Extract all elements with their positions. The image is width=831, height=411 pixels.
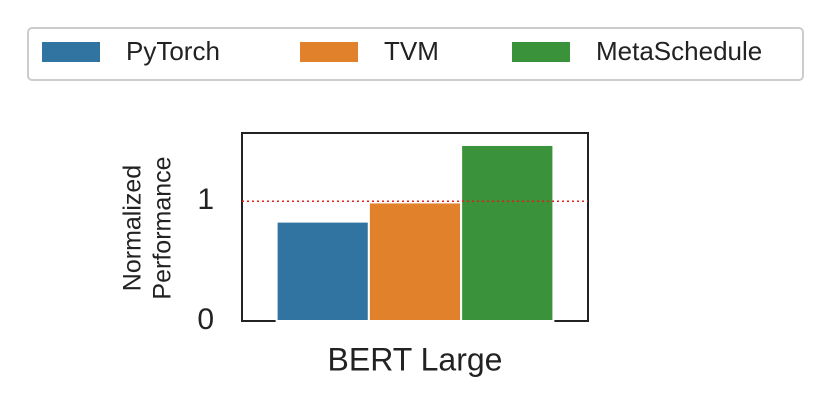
y-tick-label: 1: [197, 183, 214, 216]
y-axis-label: Performance: [149, 156, 177, 299]
x-tick-label: BERT Large: [328, 341, 503, 377]
legend-swatch: [42, 42, 100, 62]
legend-label: MetaSchedule: [596, 36, 762, 66]
legend-frame: [27, 27, 804, 81]
legend-swatch: [512, 42, 570, 62]
bar: [367, 201, 463, 322]
legend-swatch: [300, 42, 358, 62]
bar: [275, 220, 370, 322]
bar: [460, 143, 555, 322]
y-tick-label: 0: [197, 303, 214, 336]
legend-label: TVM: [384, 36, 439, 66]
legend-label: PyTorch: [126, 36, 220, 66]
y-axis-label: Normalized: [119, 165, 147, 291]
